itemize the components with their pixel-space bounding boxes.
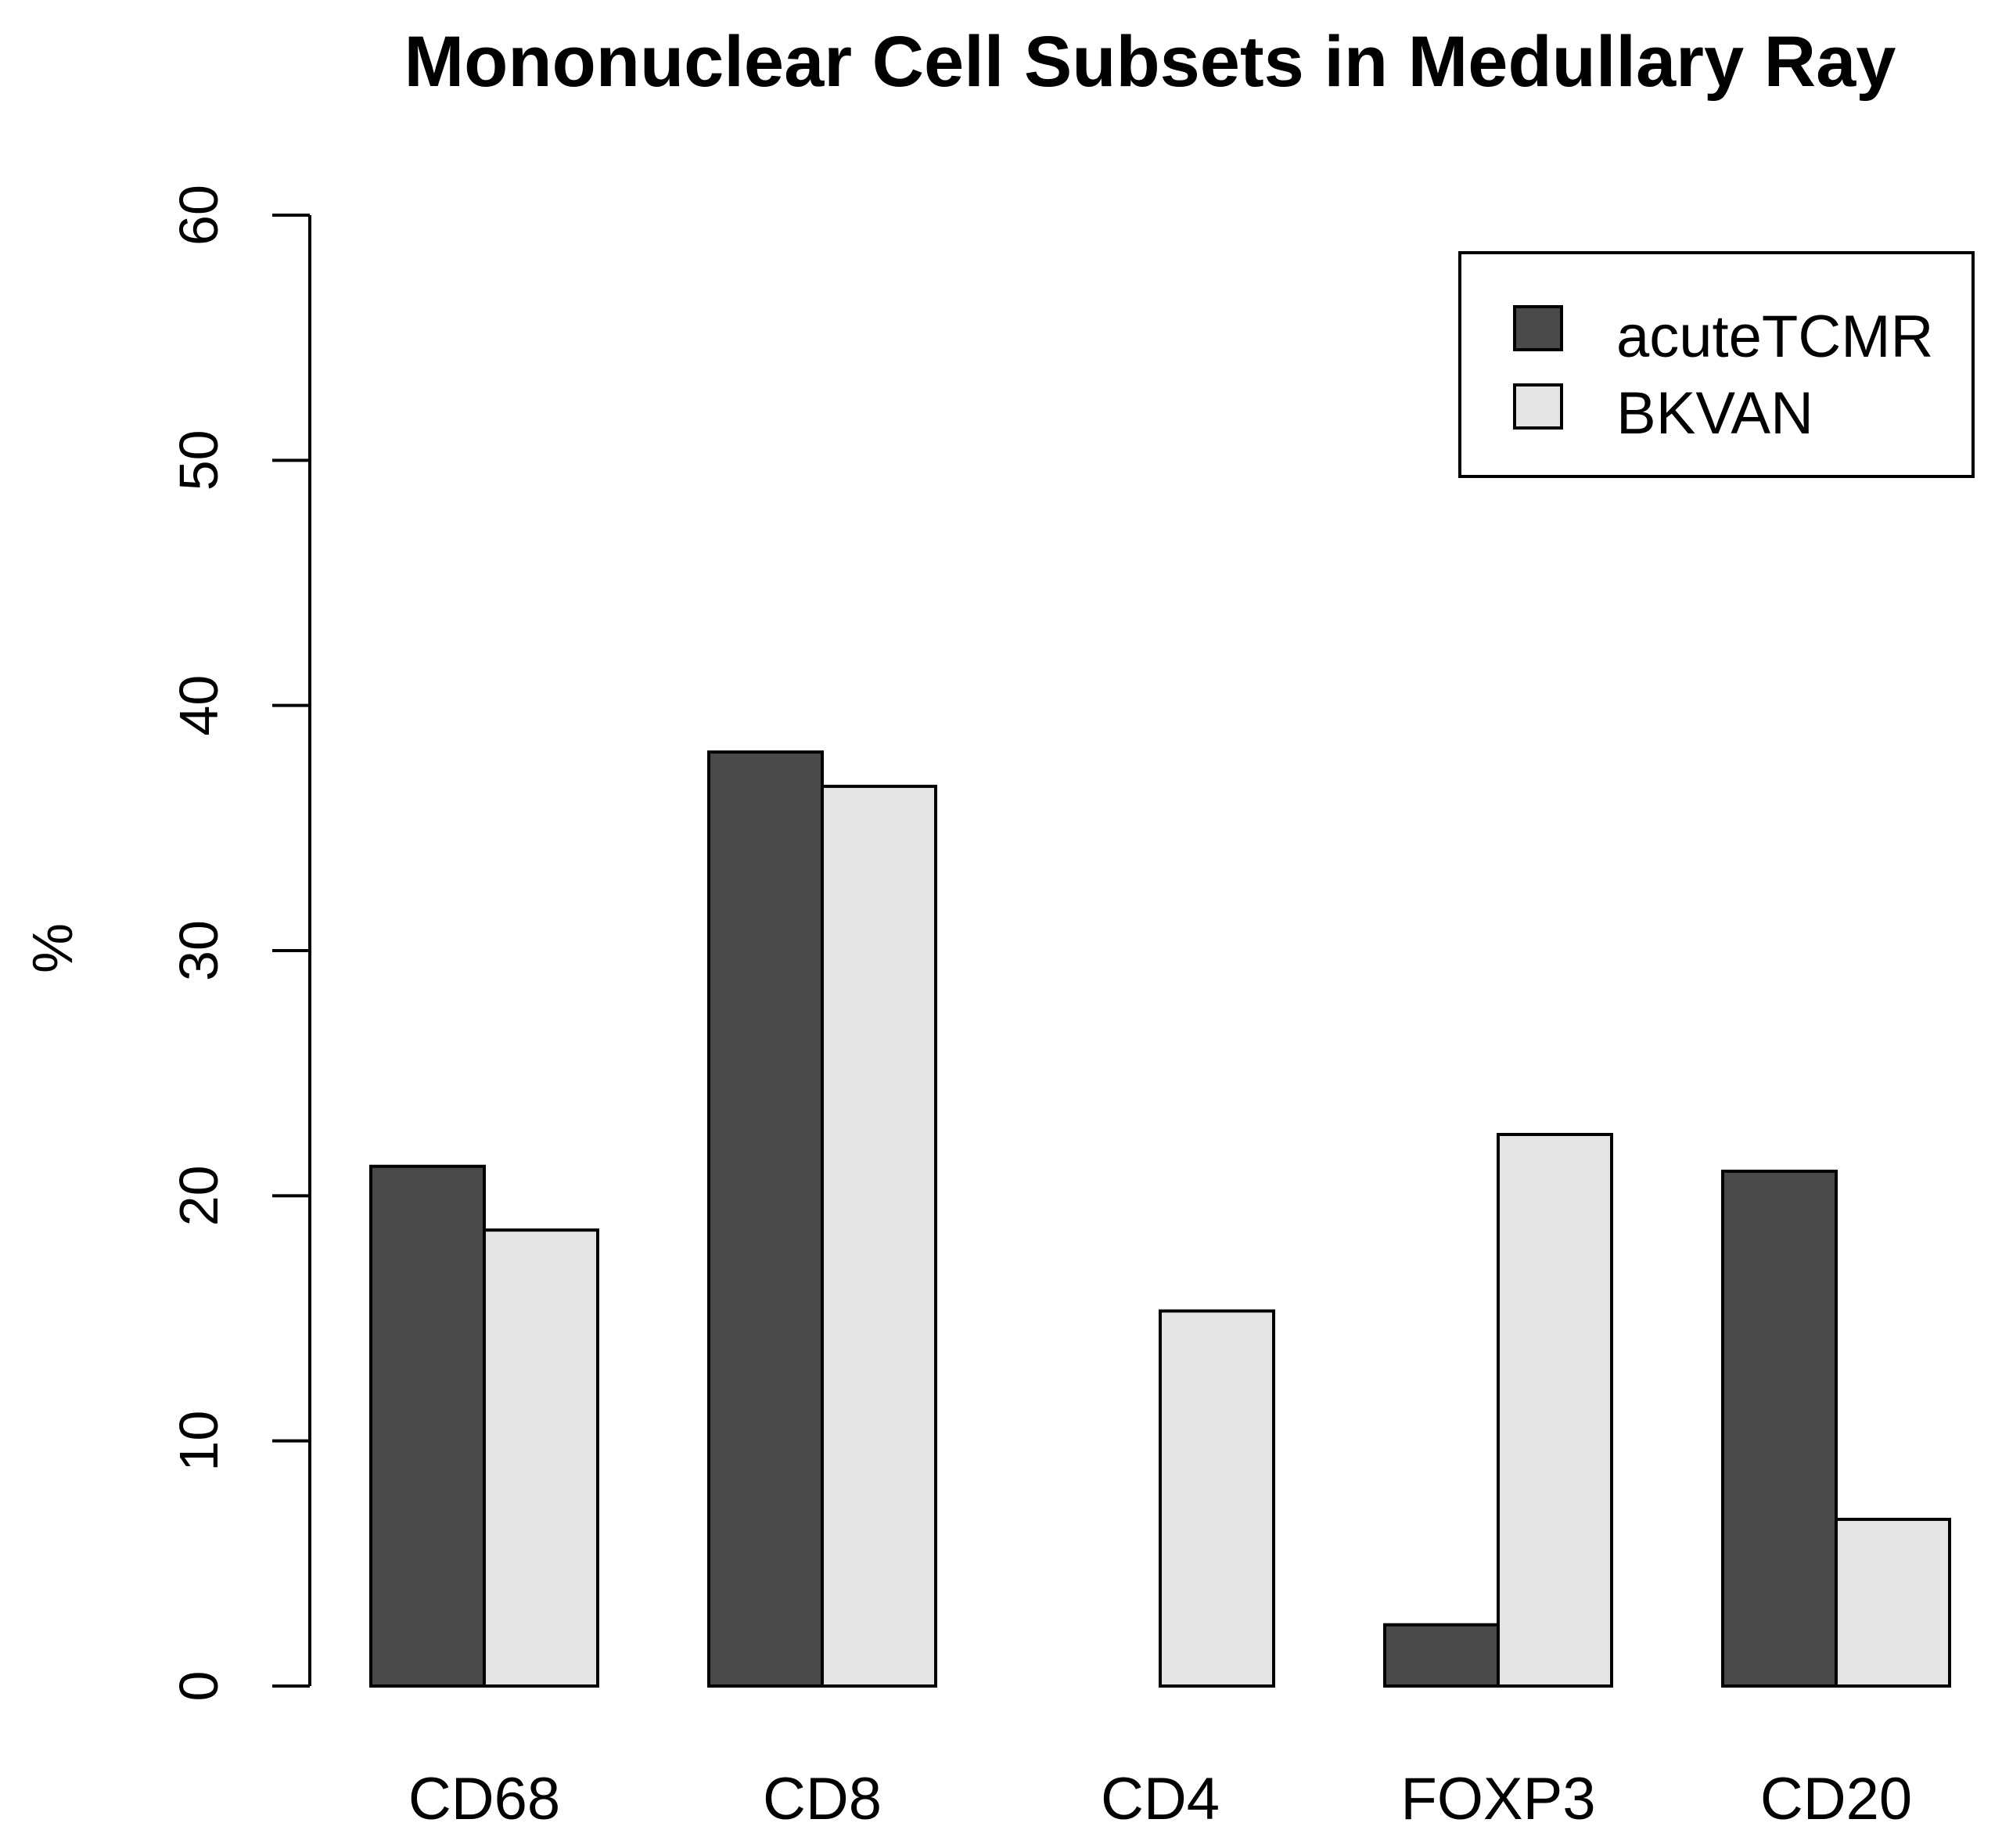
category-label-cd68: CD68 bbox=[408, 1766, 560, 1832]
y-axis-title: % bbox=[22, 923, 84, 973]
bar-bkvan-foxp3 bbox=[1497, 1133, 1613, 1688]
bar-acutetcmr-foxp3 bbox=[1383, 1623, 1500, 1688]
y-tick-label: 10 bbox=[168, 1411, 229, 1472]
bar-acutetcmr-cd8 bbox=[707, 750, 824, 1688]
legend-box bbox=[1458, 251, 1975, 478]
bar-acutetcmr-cd68 bbox=[369, 1164, 486, 1688]
legend-label-acutetcmr: acuteTCMR bbox=[1616, 304, 1933, 370]
y-axis: 0 10 20 30 40 50 60 bbox=[168, 185, 311, 1702]
bar-acutetcmr-cd20 bbox=[1721, 1170, 1838, 1688]
bar-bkvan-cd4 bbox=[1159, 1309, 1275, 1688]
category-label-cd8: CD8 bbox=[763, 1766, 882, 1832]
category-label-foxp3: FOXP3 bbox=[1400, 1766, 1595, 1832]
y-tick-label: 0 bbox=[168, 1671, 229, 1702]
y-tick-label: 40 bbox=[168, 675, 229, 736]
chart-title: Mononuclear Cell Subsets in Medullary Ra… bbox=[404, 22, 1896, 102]
bar-bkvan-cd68 bbox=[483, 1228, 599, 1688]
legend-swatch-acutetcmr bbox=[1513, 305, 1563, 351]
bar-bkvan-cd8 bbox=[821, 785, 937, 1688]
legend-swatch-bkvan bbox=[1513, 383, 1563, 430]
bar-bkvan-cd20 bbox=[1835, 1517, 1951, 1688]
y-tick-label: 50 bbox=[168, 430, 229, 491]
y-tick-label: 60 bbox=[168, 185, 229, 246]
y-tick-label: 20 bbox=[168, 1165, 229, 1226]
bars-group bbox=[369, 750, 1951, 1688]
legend: acuteTCMR BKVAN bbox=[1458, 251, 1975, 478]
y-tick-label: 30 bbox=[168, 920, 229, 981]
category-label-cd4: CD4 bbox=[1101, 1766, 1220, 1832]
category-label-cd20: CD20 bbox=[1760, 1766, 1912, 1832]
category-labels: CD68 CD8 CD4 FOXP3 CD20 bbox=[408, 1766, 1912, 1832]
legend-label-bkvan: BKVAN bbox=[1616, 380, 1813, 447]
